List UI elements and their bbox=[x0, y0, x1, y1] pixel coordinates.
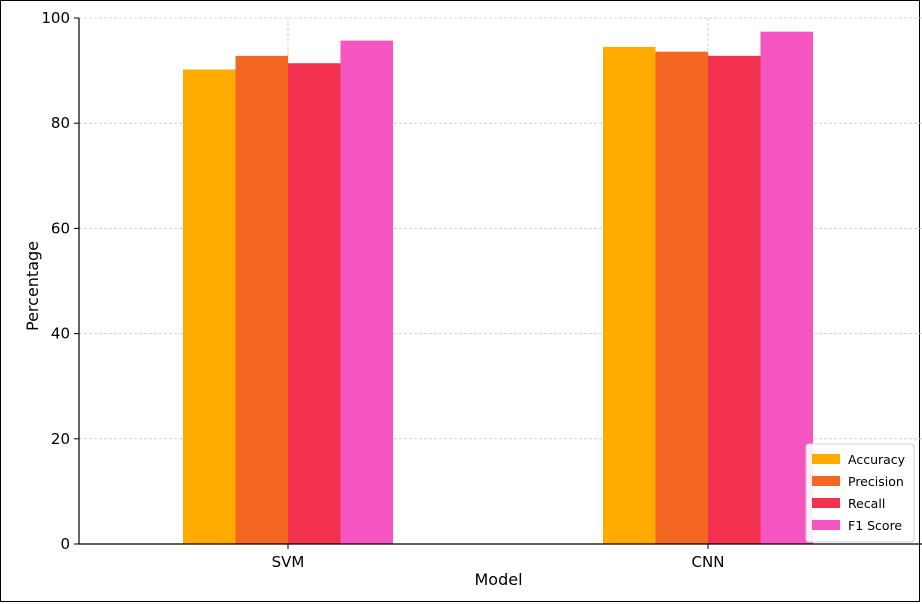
y-tick-label: 0 bbox=[60, 535, 70, 553]
bar-recall-cnn bbox=[708, 55, 761, 544]
y-tick-label: 40 bbox=[51, 325, 70, 343]
legend-label: Precision bbox=[848, 474, 904, 489]
legend-swatch-recall bbox=[812, 498, 840, 508]
legend-label: Recall bbox=[848, 496, 885, 511]
bar-f1-score-cnn bbox=[760, 31, 813, 544]
x-tick-label: SVM bbox=[272, 553, 305, 571]
legend: Accuracy Precision Recall F1 Score bbox=[805, 443, 915, 543]
bar-precision-svm bbox=[235, 55, 288, 544]
legend-label: F1 Score bbox=[848, 518, 902, 533]
y-tick-label: 80 bbox=[51, 114, 70, 132]
y-tick-label: 100 bbox=[41, 9, 70, 27]
legend-swatch-accuracy bbox=[812, 454, 840, 464]
x-tick-label: CNN bbox=[692, 553, 725, 571]
x-axis-title: Model bbox=[474, 570, 522, 589]
bar-accuracy-cnn bbox=[603, 46, 656, 545]
bar-precision-cnn bbox=[655, 51, 708, 544]
axes bbox=[78, 18, 922, 545]
bar-recall-svm bbox=[288, 63, 341, 545]
legend-swatch-f1-score bbox=[812, 520, 840, 530]
y-tick-label: 60 bbox=[51, 219, 70, 237]
x-ticks: SVM CNN bbox=[272, 544, 725, 571]
y-ticks: 0 20 40 60 80 100 bbox=[41, 9, 79, 553]
bar-f1-score-svm bbox=[340, 40, 393, 544]
legend-label: Accuracy bbox=[848, 452, 906, 467]
y-axis-title: Percentage bbox=[23, 241, 42, 331]
bar-accuracy-svm bbox=[183, 69, 236, 544]
legend-swatch-precision bbox=[812, 476, 840, 486]
bars bbox=[183, 31, 813, 545]
y-tick-label: 20 bbox=[51, 430, 70, 448]
legend-box bbox=[805, 443, 915, 543]
